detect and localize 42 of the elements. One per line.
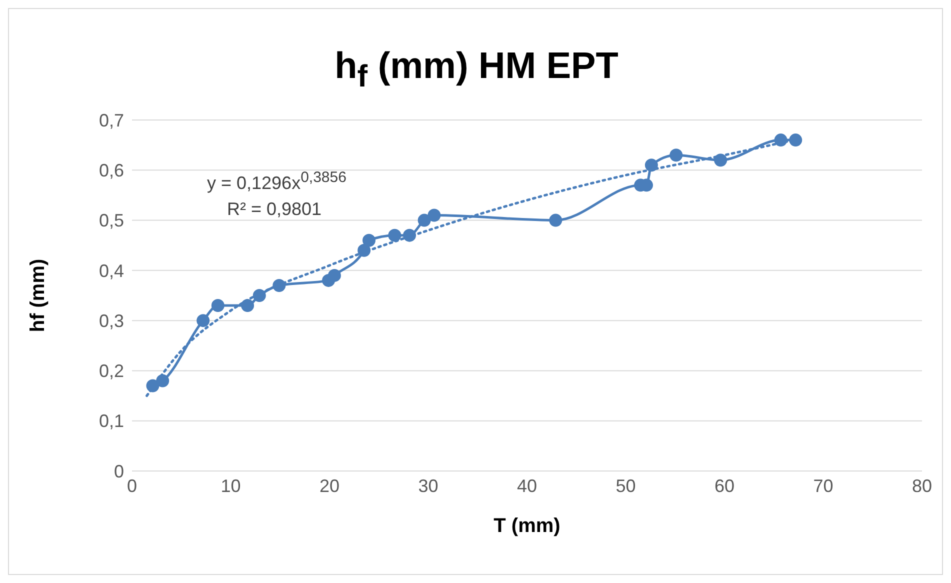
x-tick-label: 50 bbox=[616, 476, 636, 496]
point bbox=[670, 148, 683, 162]
y-tick-label: 0,5 bbox=[98, 210, 124, 231]
x-tick-label: 20 bbox=[319, 476, 340, 496]
y-tick-label: 0,1 bbox=[98, 411, 124, 432]
point bbox=[644, 158, 658, 172]
annotation: y = 0,1296x$^{0,3856}$ bbox=[207, 169, 346, 194]
y-tick-label: 0,3 bbox=[98, 310, 124, 331]
point bbox=[146, 379, 160, 392]
point bbox=[358, 244, 371, 257]
point bbox=[549, 214, 562, 227]
point bbox=[328, 268, 341, 282]
chart-title: h$_{f}$ (mm) HM EPT bbox=[334, 45, 620, 94]
point bbox=[774, 134, 788, 147]
y-tick-label: 0 bbox=[114, 461, 124, 482]
x-tick-label: 0 bbox=[126, 476, 138, 496]
y-tick-label: 0,4 bbox=[98, 260, 124, 281]
point bbox=[714, 154, 728, 167]
point bbox=[402, 228, 416, 242]
x-tick-label: 30 bbox=[418, 476, 438, 496]
x-tick-label: 10 bbox=[220, 476, 241, 496]
x-tick-label: 70 bbox=[813, 476, 834, 496]
point bbox=[418, 214, 431, 227]
annotation: R² = 0,9801 bbox=[227, 199, 322, 220]
point bbox=[789, 134, 802, 147]
y-tick-label: 0,6 bbox=[98, 160, 124, 181]
point bbox=[252, 289, 266, 302]
point bbox=[156, 374, 170, 388]
x-tick-label: 60 bbox=[714, 476, 735, 496]
y-axis-title: hf (mm) bbox=[27, 258, 50, 332]
point bbox=[428, 208, 441, 222]
x-axis-title: T (mm) bbox=[494, 515, 560, 537]
point bbox=[196, 314, 210, 328]
y-tick-label: 0,7 bbox=[98, 110, 124, 130]
point bbox=[388, 228, 402, 242]
point bbox=[241, 299, 254, 312]
point bbox=[272, 278, 286, 292]
point bbox=[211, 299, 224, 312]
y-tick-label: 0,2 bbox=[98, 361, 124, 382]
point bbox=[362, 234, 376, 247]
x-tick-label: 40 bbox=[516, 476, 538, 496]
x-tick-label: 80 bbox=[912, 476, 932, 496]
